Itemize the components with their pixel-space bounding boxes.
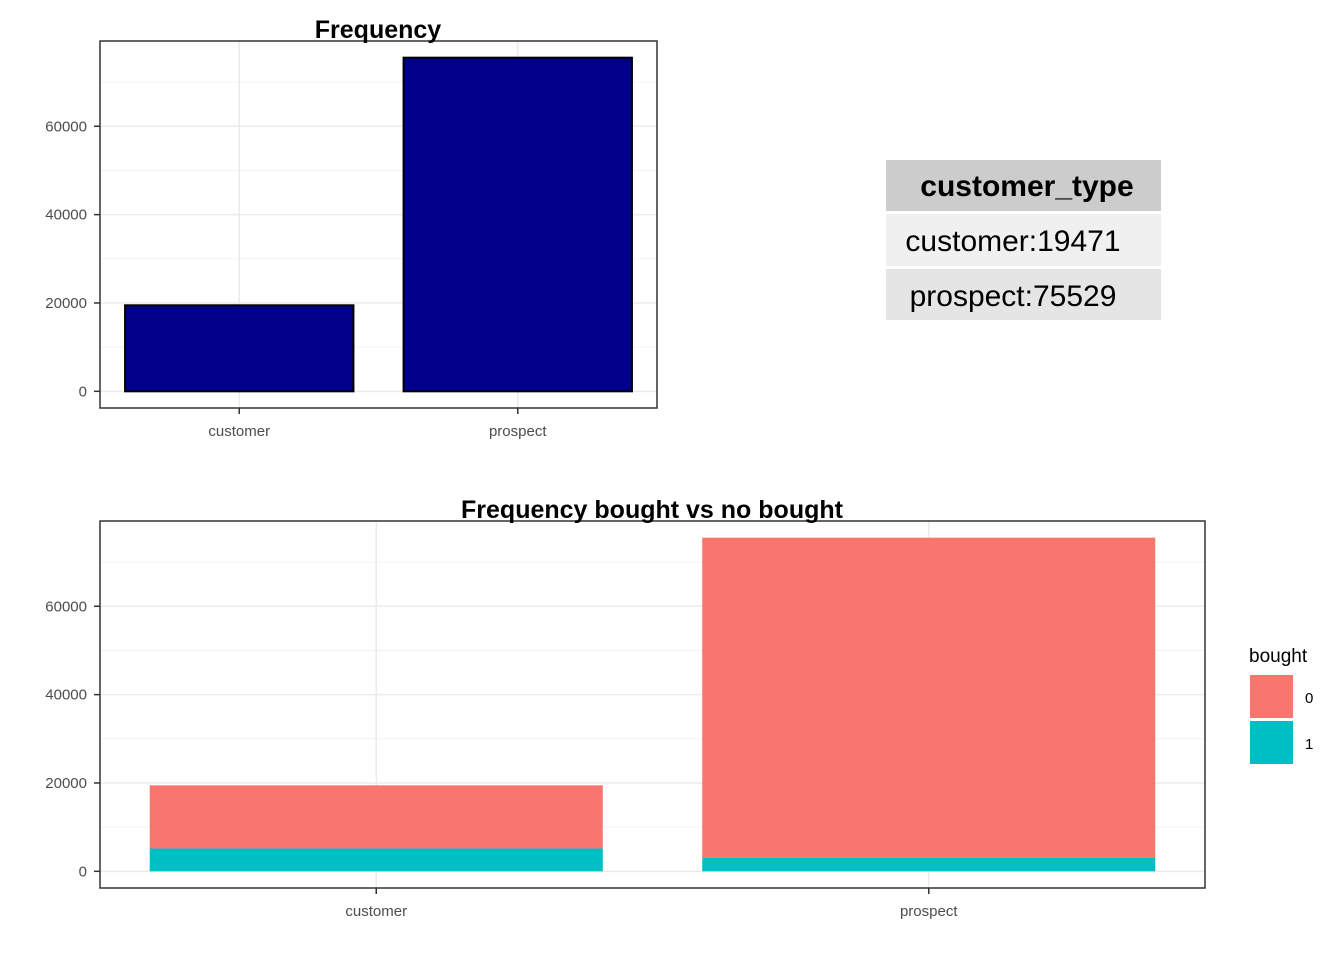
table-row-text: customer:19471 [905,225,1120,258]
bar-segment-1 [702,857,1156,872]
legend-title: bought [1249,646,1308,667]
chart2-panel-border [99,520,1206,889]
y-tick-label: 60000 [45,118,87,135]
y-tick-label: 40000 [45,687,87,704]
chart2-legend: bought 0 1 [1249,646,1313,764]
bar-segment-0 [149,785,603,849]
chart1-title: Frequency [315,16,442,44]
table-row-cell [886,214,1161,266]
chart1-bars [124,56,633,393]
legend-key-1 [1250,721,1293,764]
x-tick-label: customer [208,423,270,440]
chart2-title: Frequency bought vs no bought [461,496,844,524]
frequency-chart: 0 20000 40000 60000 customer prospect Freque… [45,16,658,440]
chart2-x-axis: customer prospect [345,888,958,920]
y-tick-label: 40000 [45,207,87,224]
chart2-bars [149,537,1156,872]
y-tick-label: 0 [79,863,87,880]
chart1-x-axis: customer prospect [208,408,547,440]
customer-type-summary-table: customer_type customer:19471 prospect:75… [886,160,1161,320]
chart1-panel-border [99,40,658,409]
chart2-y-axis: 0 20000 40000 60000 [45,598,100,880]
y-tick-label: 0 [79,383,87,400]
table-header-cell [886,160,1161,211]
chart1-y-axis: 0 20000 40000 60000 [45,118,100,400]
y-tick-label: 20000 [45,295,87,312]
y-tick-label: 60000 [45,598,87,615]
bar [402,56,633,393]
bar-segment-0 [702,537,1156,858]
bar [124,304,355,393]
table-row-cell [886,269,1161,320]
x-tick-label: prospect [489,423,547,440]
legend-key-0 [1250,675,1293,718]
table-row-text: prospect:75529 [910,280,1117,313]
bar-segment-1 [149,848,603,872]
legend-label-1: 1 [1305,736,1313,753]
x-tick-label: prospect [900,903,958,920]
x-tick-label: customer [345,903,407,920]
bought-vs-no-bought-chart: 0 20000 40000 60000 customer prospect Freque… [45,496,1313,920]
y-tick-label: 20000 [45,775,87,792]
table-header-text: customer_type [920,170,1133,203]
legend-label-0: 0 [1305,690,1313,707]
